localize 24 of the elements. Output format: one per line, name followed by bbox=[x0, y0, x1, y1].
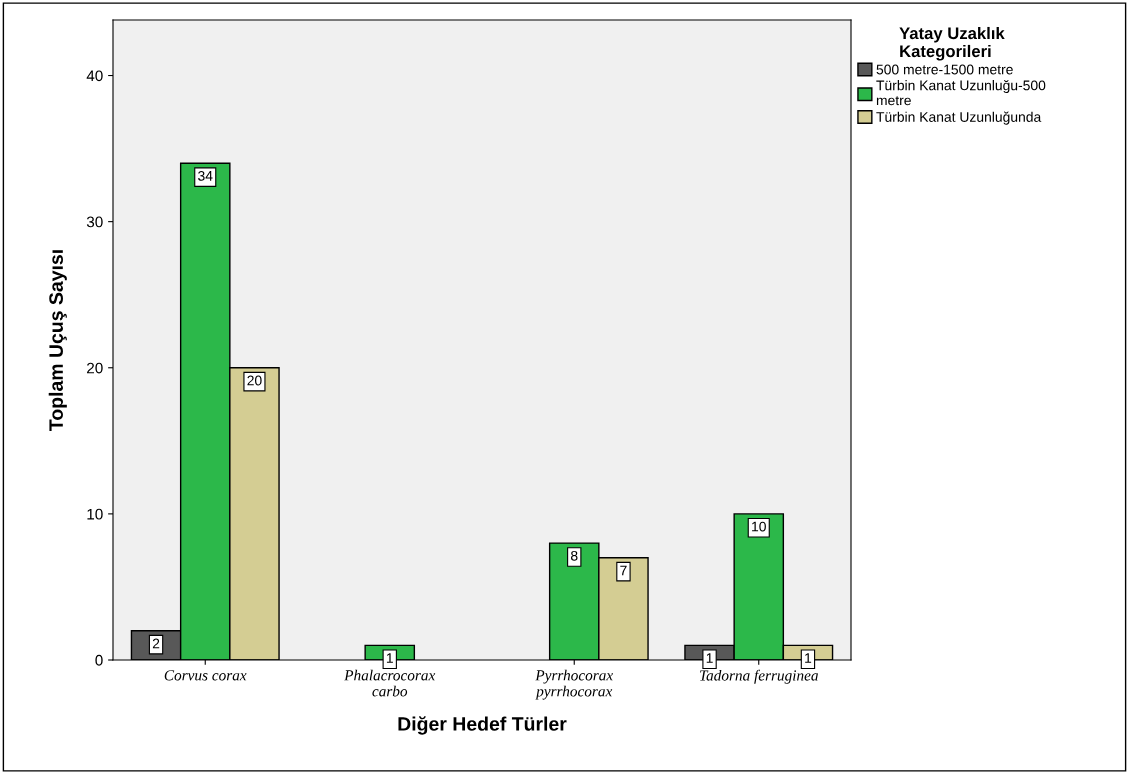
data-label: 10 bbox=[752, 521, 766, 532]
data-label: 1 bbox=[805, 653, 812, 663]
data-label: 8 bbox=[570, 550, 578, 561]
data-label: 2 bbox=[152, 638, 160, 649]
x-tick-label: Pyrrhocorax pyrrhocorax bbox=[535, 669, 614, 700]
legend-label: Türbin Kanat Uzunluğu-500 metre bbox=[876, 79, 1046, 106]
x-axis-title: Diğer Hedef Türler bbox=[398, 716, 567, 735]
legend-label: 500 metre-1500 metre bbox=[876, 64, 1013, 75]
y-tick-label: 20 bbox=[87, 362, 103, 374]
data-label: 34 bbox=[198, 170, 213, 181]
x-tick-label: Phalacrocorax carbo bbox=[344, 669, 436, 697]
y-tick-label: 30 bbox=[86, 216, 103, 228]
x-tick-label: Tadorna ferruginea bbox=[699, 669, 818, 684]
data-label: 1 bbox=[706, 653, 713, 663]
y-axis-title: Toplam Uçuş Sayısı bbox=[48, 250, 67, 431]
data-label: 1 bbox=[386, 653, 393, 663]
data-label: 20 bbox=[247, 375, 262, 386]
legend-title: Yatay Uzaklık Kategorileri bbox=[899, 26, 1005, 61]
y-tick-label: 0 bbox=[95, 654, 103, 666]
legend-label: Türbin Kanat Uzunluğunda bbox=[876, 111, 1042, 125]
x-tick-label: Corvus corax bbox=[164, 670, 247, 681]
data-label: 7 bbox=[620, 565, 627, 576]
y-tick-label: 40 bbox=[86, 70, 103, 82]
y-tick-label: 10 bbox=[87, 508, 103, 520]
